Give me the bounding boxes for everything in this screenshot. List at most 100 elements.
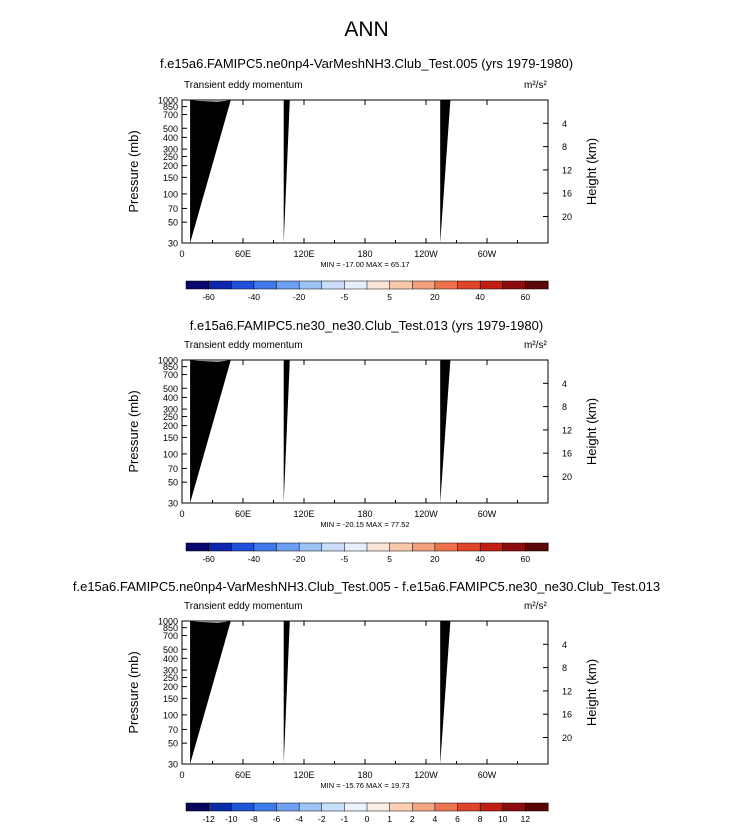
y-tick-label: 200 (163, 161, 178, 171)
x-tick-label: 120E (293, 249, 314, 259)
x-tick-label: 60W (478, 509, 497, 519)
colorbar-label: -5 (341, 292, 349, 302)
colorbar-box (434, 542, 459, 552)
variable-label: Transient eddy momentum (184, 340, 303, 351)
colorbar-label: 60 (521, 292, 531, 302)
right-axis-label: Height (km) (584, 398, 599, 465)
y-tick-label: 70 (168, 204, 178, 214)
y-tick-label: 850 (163, 102, 178, 112)
colorbar-label: 20 (430, 292, 440, 302)
y-tick-label: 700 (163, 110, 178, 120)
right-tick-label: 8 (562, 142, 567, 152)
colorbar-box (231, 280, 255, 290)
y-tick-label: 50 (168, 478, 178, 488)
colorbar-box (502, 542, 526, 552)
colorbar-label: -20 (293, 292, 306, 302)
right-tick-label: 20 (562, 212, 572, 222)
y-tick-label: 850 (163, 362, 178, 372)
colorbar-box (298, 542, 323, 552)
colorbar-box (231, 542, 255, 552)
x-tick-label: 180 (357, 249, 372, 259)
y-tick-label: 500 (163, 124, 178, 134)
colorbar-box (185, 280, 210, 290)
topography-land (440, 100, 451, 243)
colorbar-box (208, 542, 232, 552)
topography-land (190, 100, 231, 243)
topography-land (283, 100, 290, 243)
min-max-label: MIN = -20.15 MAX = 77.52 (320, 520, 409, 529)
colorbar-label: -20 (293, 554, 306, 564)
y-tick-label: 300 (163, 145, 178, 155)
y-axis-label: Pressure (mb) (126, 390, 141, 472)
colorbar-box (253, 280, 278, 290)
right-tick-label: 8 (562, 402, 567, 412)
colorbar-label: -60 (202, 554, 215, 564)
x-tick-label: 60E (235, 509, 251, 519)
colorbar-label: 40 (475, 292, 485, 302)
colorbar-box (502, 280, 526, 290)
colorbar-box (525, 542, 549, 552)
x-tick-label: 120W (414, 509, 438, 519)
colorbar-label: 5 (387, 554, 392, 564)
plot-frame (181, 99, 549, 244)
colorbar-label: -40 (248, 554, 261, 564)
x-tick-label: 120E (293, 509, 314, 519)
colorbar-label: -60 (202, 292, 215, 302)
variable-label: Transient eddy momentum (184, 80, 303, 91)
right-tick-label: 20 (562, 472, 572, 482)
x-tick-label: 180 (357, 509, 372, 519)
colorbar-label: 5 (387, 292, 392, 302)
y-tick-label: 300 (163, 405, 178, 415)
plot-frame (181, 359, 549, 504)
topography-land (190, 360, 231, 503)
colorbar-box (389, 280, 413, 290)
colorbar-label: 60 (521, 554, 531, 564)
panel-2: 3050701001502002503004005007008501000481… (126, 340, 599, 564)
panel-1: 3050701001502002503004005007008501000481… (126, 80, 599, 302)
y-tick-label: 500 (163, 384, 178, 394)
x-tick-label: 0 (179, 509, 184, 519)
colorbar-box (389, 542, 413, 552)
colorbar-box (366, 542, 391, 552)
y-tick-label: 1000 (158, 356, 178, 366)
panel-1-title: f.e15a6.FAMIPC5.ne0np4-VarMeshNH3.Club_T… (159, 56, 574, 71)
colorbar-box (366, 280, 391, 290)
y-tick-label: 400 (163, 393, 178, 403)
colorbar-box (457, 280, 481, 290)
right-tick-label: 12 (562, 425, 572, 435)
right-tick-label: 4 (562, 119, 567, 129)
colorbar-label: 40 (475, 554, 485, 564)
colorbar-box (253, 542, 278, 552)
panel-3: 3050701001502002503004005007008501000481… (126, 601, 599, 824)
x-tick-label: 60E (235, 249, 251, 259)
y-tick-label: 250 (163, 412, 178, 422)
colorbar-box (298, 280, 323, 290)
y-tick-label: 1000 (158, 96, 178, 106)
colorbar-box (321, 542, 345, 552)
colorbar-box (412, 280, 436, 290)
colorbar-box (208, 280, 232, 290)
y-tick-label: 150 (163, 173, 178, 183)
colorbar-box (276, 280, 300, 290)
colorbar-box (479, 280, 504, 290)
right-tick-label: 4 (562, 379, 567, 389)
topography-land (283, 360, 290, 503)
panel-3-title: f.e15a6.FAMIPC5.ne0np4-VarMeshNH3.Club_T… (72, 579, 661, 594)
right-tick-label: 16 (562, 449, 572, 459)
colorbar-box (434, 280, 459, 290)
x-tick-label: 0 (179, 249, 184, 259)
y-tick-label: 250 (163, 152, 178, 162)
colorbar-box (457, 542, 481, 552)
x-tick-label: 120W (414, 249, 438, 259)
y-tick-label: 100 (163, 189, 178, 199)
y-tick-label: 150 (163, 433, 178, 443)
panel-2-title: f.e15a6.FAMIPC5.ne30_ne30.Club_Test.013 … (189, 318, 544, 333)
min-max-label: MIN = -17.00 MAX = 65.17 (320, 260, 409, 269)
y-tick-label: 700 (163, 370, 178, 380)
colorbar-box (479, 542, 504, 552)
colorbar-box (525, 280, 549, 290)
right-axis-label: Height (km) (584, 138, 599, 205)
colorbar-label: 20 (430, 554, 440, 564)
colorbar-box (344, 542, 368, 552)
